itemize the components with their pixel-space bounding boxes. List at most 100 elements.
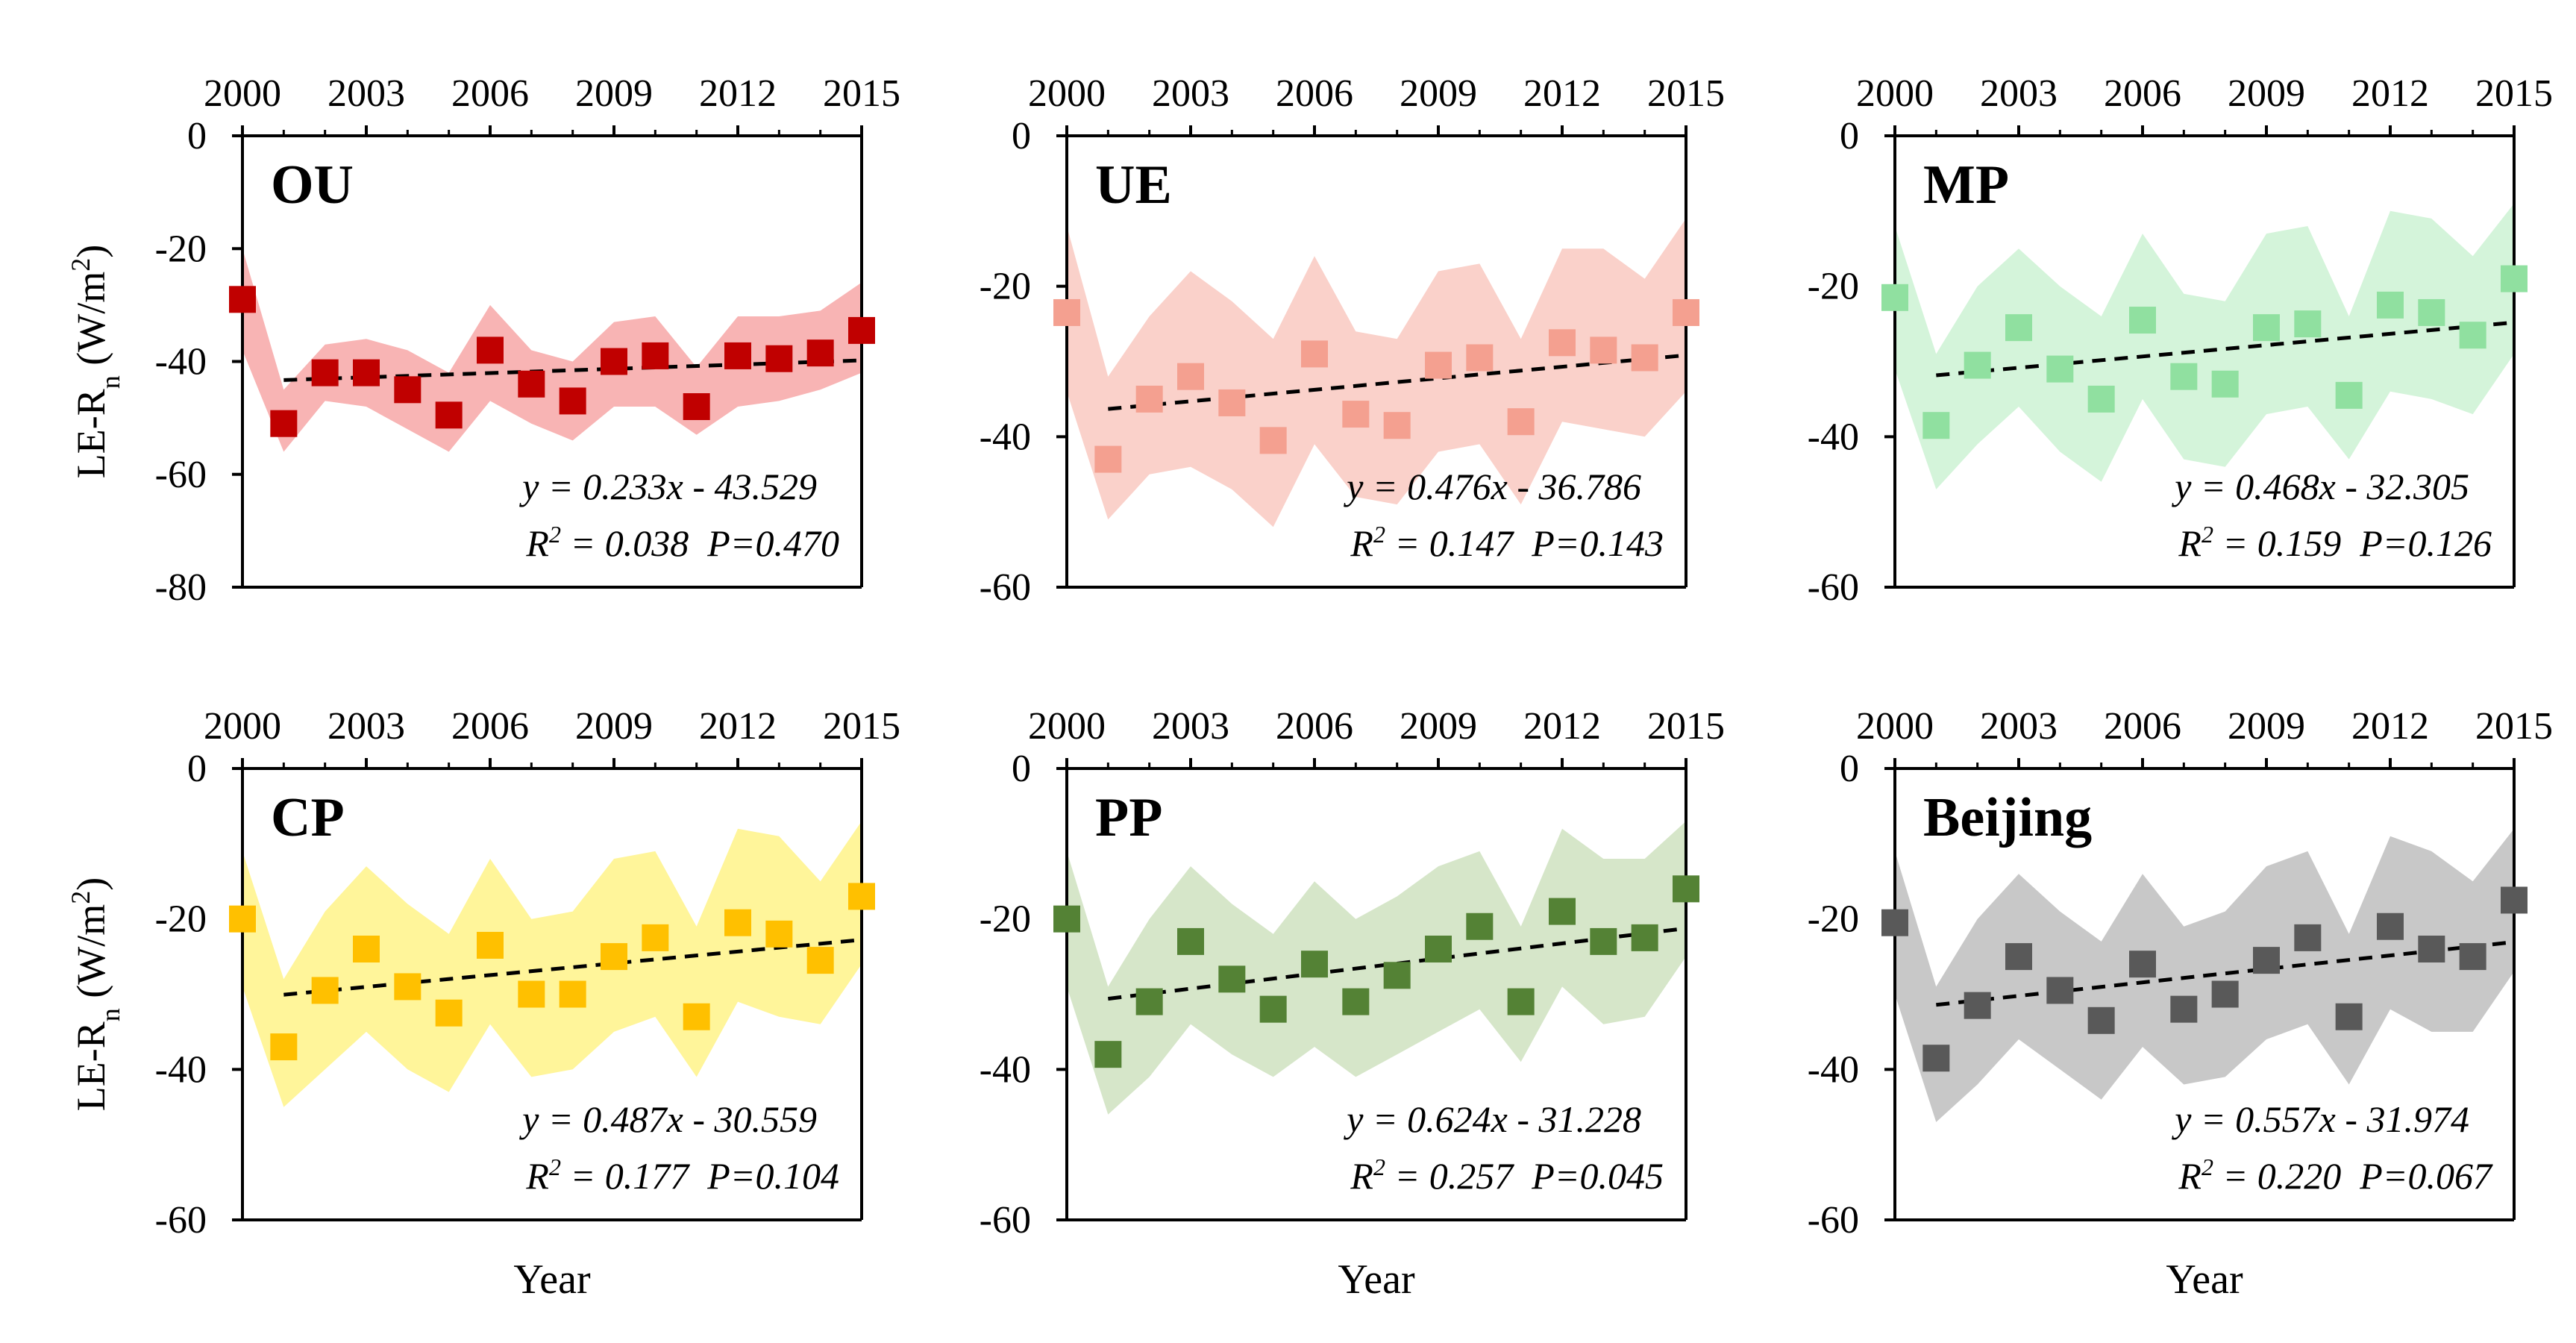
data-point xyxy=(270,410,298,437)
regression-equation: y = 0.557x - 31.974 xyxy=(2171,1098,2469,1140)
uncertainty-band xyxy=(1067,218,1686,528)
x-tick-label: 2015 xyxy=(2475,72,2553,115)
data-point xyxy=(2459,943,2486,971)
x-tick-label: 2006 xyxy=(451,705,529,748)
data-point xyxy=(559,387,586,415)
y-tick-label: -60 xyxy=(980,566,1031,609)
data-point xyxy=(848,883,875,910)
trend-line xyxy=(283,358,862,382)
data-point xyxy=(1135,385,1163,413)
panel-title: OU xyxy=(271,154,354,216)
x-tick-label: 2015 xyxy=(2475,705,2553,748)
data-point xyxy=(806,339,834,367)
regression-equation: y = 0.233x - 43.529 xyxy=(518,466,817,507)
data-point xyxy=(1342,401,1370,428)
panel-title: PP xyxy=(1095,787,1162,848)
uncertainty-band xyxy=(1895,203,2514,489)
x-tick-label: 2006 xyxy=(2104,705,2181,748)
y-tick-label: 0 xyxy=(1840,115,1859,157)
x-tick-label: 2015 xyxy=(823,705,900,748)
data-point xyxy=(1342,988,1370,1015)
data-point xyxy=(1507,988,1535,1015)
data-point xyxy=(1135,988,1163,1015)
data-point xyxy=(477,336,504,364)
data-point xyxy=(394,973,422,1001)
data-point xyxy=(2170,995,2198,1023)
panel-ue: 2000 2003 2006 2009 2012 2015 0 -20 -40 -60 UE y = … xyxy=(980,72,1725,609)
data-point xyxy=(1507,408,1535,436)
data-point xyxy=(1383,962,1411,989)
data-point xyxy=(683,393,710,420)
trend-line xyxy=(283,938,862,997)
data-point xyxy=(2418,936,2445,962)
data-point xyxy=(1631,924,1658,951)
x-tick-label: 2003 xyxy=(1152,72,1229,115)
regression-equation: y = 0.624x - 31.228 xyxy=(1343,1098,1641,1140)
x-axis-title: Year xyxy=(1338,1256,1415,1303)
x-tick-label: 2015 xyxy=(1647,72,1725,115)
y-tick-label: -60 xyxy=(1808,1199,1859,1242)
data-point xyxy=(1177,927,1204,955)
data-point xyxy=(2211,370,2239,398)
data-point xyxy=(477,931,504,959)
data-point xyxy=(642,342,669,369)
data-point xyxy=(1094,1041,1122,1068)
uncertainty-band xyxy=(242,821,862,1107)
data-point xyxy=(2501,886,2528,914)
data-point xyxy=(2377,912,2404,940)
x-tick-label: 2006 xyxy=(1276,72,1353,115)
panel-title: CP xyxy=(271,787,345,848)
data-point xyxy=(642,924,669,951)
x-tick-label: 2012 xyxy=(699,72,777,115)
data-point xyxy=(2129,951,2156,978)
y-tick-label: -20 xyxy=(1808,898,1859,941)
x-tick-label: 2009 xyxy=(1400,705,1477,748)
x-tick-label: 2000 xyxy=(1856,705,1934,748)
y-tick-label: -60 xyxy=(1808,566,1859,609)
y-tick-label: 0 xyxy=(187,748,207,790)
data-point xyxy=(1964,351,1991,379)
x-tick-label: 2012 xyxy=(2351,705,2429,748)
data-point xyxy=(2335,1003,2363,1030)
data-point xyxy=(2377,291,2404,319)
x-tick-label: 2003 xyxy=(1980,705,2058,748)
x-tick-label: 2015 xyxy=(1647,705,1725,748)
data-point xyxy=(353,936,380,962)
panel-pp: 2000 2003 2006 2009 2012 2015 0 -20 -40 -60 PP y = … xyxy=(980,705,1725,1303)
x-tick-label: 2015 xyxy=(823,72,900,115)
data-point xyxy=(311,977,339,1004)
data-point xyxy=(1673,875,1699,903)
x-tick-label: 2000 xyxy=(204,72,281,115)
y-tick-label: -20 xyxy=(980,266,1031,308)
y-tick-label: -40 xyxy=(155,1048,207,1091)
y-tick-label: -60 xyxy=(155,1199,207,1242)
data-point xyxy=(1881,909,1908,936)
data-point xyxy=(1218,965,1246,993)
x-tick-label: 2006 xyxy=(451,72,529,115)
x-tick-label: 2006 xyxy=(1276,705,1353,748)
data-point xyxy=(601,348,627,375)
x-tick-label: 2003 xyxy=(1152,705,1229,748)
x-tick-label: 2000 xyxy=(1028,705,1106,748)
data-point xyxy=(848,316,875,344)
x-tick-label: 2000 xyxy=(204,705,281,748)
data-point xyxy=(1881,284,1908,311)
x-tick-label: 2000 xyxy=(1028,72,1106,115)
data-point xyxy=(311,359,339,386)
y-tick-label: 0 xyxy=(187,115,207,157)
data-point xyxy=(2005,943,2032,971)
data-point xyxy=(1922,412,1950,439)
panel-title: Beijing xyxy=(1923,787,2092,848)
y-tick-label: -20 xyxy=(155,898,207,941)
panel-ou: 2000 2003 2006 2009 2012 2015 0 -20 -40 -60 -80 OU y… xyxy=(66,72,900,609)
regression-stats: R2 = 0.147 P=0.143 xyxy=(1350,521,1664,564)
y-tick-label: -40 xyxy=(980,416,1031,458)
data-point xyxy=(435,999,463,1027)
data-point xyxy=(2294,924,2322,951)
regression-stats: R2 = 0.159 P=0.126 xyxy=(2178,521,2492,564)
data-point xyxy=(2211,980,2239,1008)
data-point xyxy=(806,947,834,974)
data-point xyxy=(2335,381,2363,409)
x-tick-label: 2003 xyxy=(328,705,405,748)
